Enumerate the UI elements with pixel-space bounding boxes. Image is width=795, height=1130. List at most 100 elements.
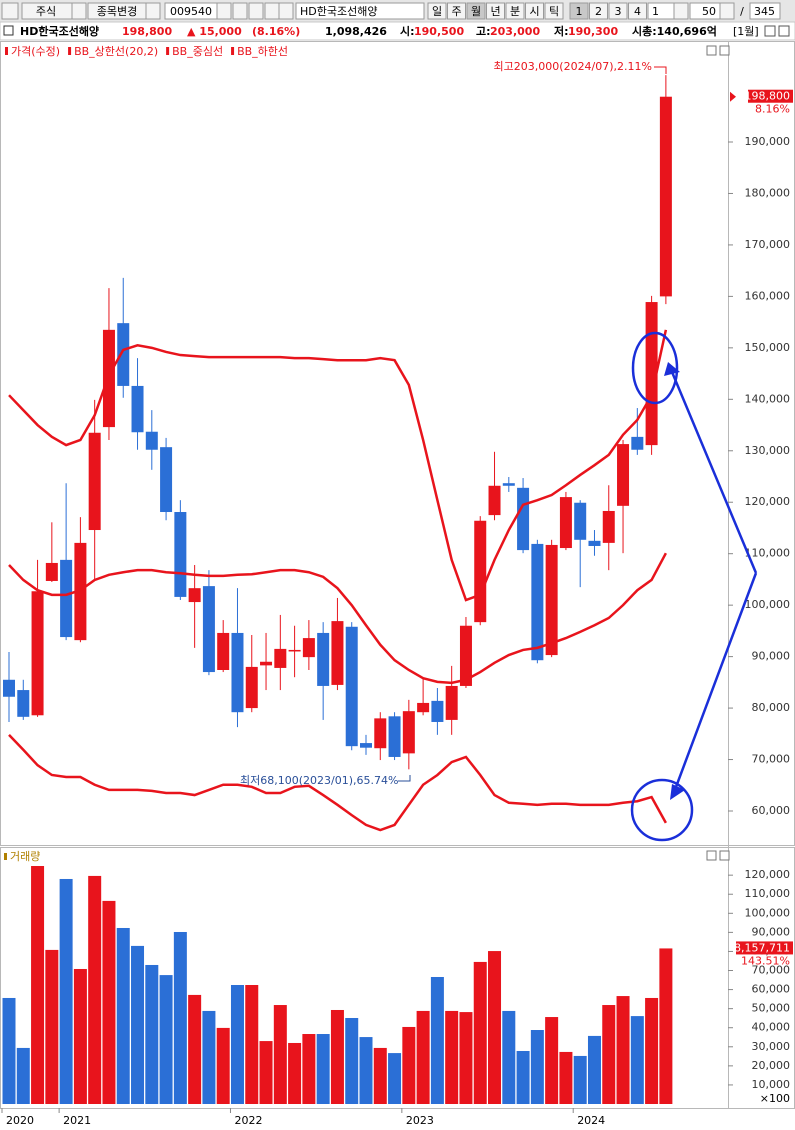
total-box xyxy=(749,2,781,20)
candle-body xyxy=(260,661,273,666)
close-button[interactable] xyxy=(778,25,790,37)
window-button[interactable] xyxy=(764,25,776,37)
legend-label: 가격(수정) xyxy=(11,45,60,58)
period-label: 주 xyxy=(451,5,461,18)
legend-swatch xyxy=(68,47,72,55)
volume-bar xyxy=(516,1050,530,1104)
info-high: 203,000 xyxy=(490,25,540,38)
tool[interactable] xyxy=(264,2,280,20)
volume-bar xyxy=(416,1010,430,1104)
legend-label: BB_중심선 xyxy=(172,45,223,58)
y-tick-label: 170,000 xyxy=(745,238,791,251)
volume-bar xyxy=(359,1037,373,1104)
volume-title: 거래량 xyxy=(10,850,40,863)
dropdown[interactable] xyxy=(145,2,161,20)
period-button[interactable] xyxy=(505,2,525,20)
period-button[interactable] xyxy=(525,2,544,20)
info-change-pct: (8.16%) xyxy=(252,25,300,38)
info-market-cap: 시총:140,696억 xyxy=(632,24,717,38)
number-button[interactable] xyxy=(608,2,628,20)
candle-body xyxy=(145,431,158,450)
dropdown[interactable] xyxy=(673,2,689,20)
volume-bar xyxy=(230,985,244,1104)
candle-body xyxy=(174,512,187,597)
volume-bar xyxy=(573,1055,587,1104)
candle-body xyxy=(445,685,458,720)
volume-bar xyxy=(373,1047,387,1104)
last-price: 198,800 xyxy=(745,90,791,103)
candle-body xyxy=(459,625,472,686)
info-volume: 1,098,426 xyxy=(325,25,387,38)
period-label: 틱 xyxy=(549,5,559,18)
volume-bar xyxy=(102,900,116,1104)
candle-body xyxy=(402,711,415,754)
volume-bar xyxy=(188,994,202,1104)
legend-swatch xyxy=(166,47,170,55)
period-button[interactable] xyxy=(447,2,466,20)
candle-body xyxy=(588,540,601,546)
code: 009540 xyxy=(170,5,212,18)
panel-button[interactable] xyxy=(706,45,717,56)
candle-body xyxy=(645,302,658,446)
legend-label: BB_상한선(20,2) xyxy=(74,45,158,58)
candle-body xyxy=(360,743,372,748)
volume-bar xyxy=(16,1047,30,1104)
candle-body xyxy=(417,702,430,713)
number-button[interactable] xyxy=(628,2,647,20)
volume-bar xyxy=(559,1051,573,1104)
candle-body xyxy=(274,648,287,668)
volume-change: 143.51% xyxy=(741,954,790,967)
high-annotation: 최고203,000(2024/07),2.11% xyxy=(494,60,652,73)
panel-button[interactable] xyxy=(706,850,717,861)
y-tick-label: 70,000 xyxy=(752,753,791,766)
band-line xyxy=(8,733,667,832)
stock-name: HD한국조선해양 xyxy=(300,4,377,18)
favorite[interactable] xyxy=(248,2,264,20)
y-tick-label: 50,000 xyxy=(752,1002,791,1015)
period-button[interactable] xyxy=(544,2,564,20)
y-tick-label: 160,000 xyxy=(745,289,791,302)
candle-body xyxy=(617,444,630,506)
candle-body xyxy=(531,543,544,661)
y-tick-label: 30,000 xyxy=(752,1040,791,1053)
volume-bar xyxy=(488,951,502,1104)
period-button[interactable] xyxy=(427,2,447,20)
candle-body xyxy=(559,497,572,549)
volume-bar xyxy=(445,1010,459,1104)
change-label: 종목변경 xyxy=(97,5,137,18)
candle-body xyxy=(331,621,344,685)
y-tick-label: 140,000 xyxy=(745,392,791,405)
unit-label: ×100 xyxy=(760,1092,790,1105)
name-input[interactable] xyxy=(295,2,425,20)
number-label: 4 xyxy=(634,5,641,18)
volume-bar xyxy=(159,975,173,1104)
spin[interactable] xyxy=(216,2,232,20)
number-label: 1 xyxy=(576,5,583,18)
dropdown[interactable] xyxy=(71,2,87,20)
y-tick-label: 20,000 xyxy=(752,1059,791,1072)
volume-bar xyxy=(502,1010,516,1104)
y-tick-label: 100,000 xyxy=(745,906,791,919)
candle-body xyxy=(245,666,258,709)
y-tick-label: 40,000 xyxy=(752,1021,791,1034)
candle-body xyxy=(317,632,330,686)
search[interactable] xyxy=(232,2,248,20)
number-label: 3 xyxy=(615,5,622,18)
panel-button[interactable] xyxy=(719,850,730,861)
number-button[interactable] xyxy=(589,2,608,20)
annotation-arrow xyxy=(398,775,411,782)
tool[interactable] xyxy=(278,2,294,20)
panel-button[interactable] xyxy=(719,45,730,56)
period-button[interactable] xyxy=(486,2,505,20)
number-button[interactable] xyxy=(569,2,589,20)
y-tick-label: 90,000 xyxy=(752,650,791,663)
checkbox[interactable] xyxy=(3,25,14,36)
period-button[interactable] xyxy=(466,2,486,20)
candle-body xyxy=(388,716,401,757)
candle-body xyxy=(474,520,487,623)
candle-body xyxy=(302,638,315,658)
menu-icon[interactable] xyxy=(1,2,19,20)
period-label: 분 xyxy=(510,5,520,18)
spin[interactable] xyxy=(719,2,735,20)
pointer-arrow xyxy=(670,371,758,796)
